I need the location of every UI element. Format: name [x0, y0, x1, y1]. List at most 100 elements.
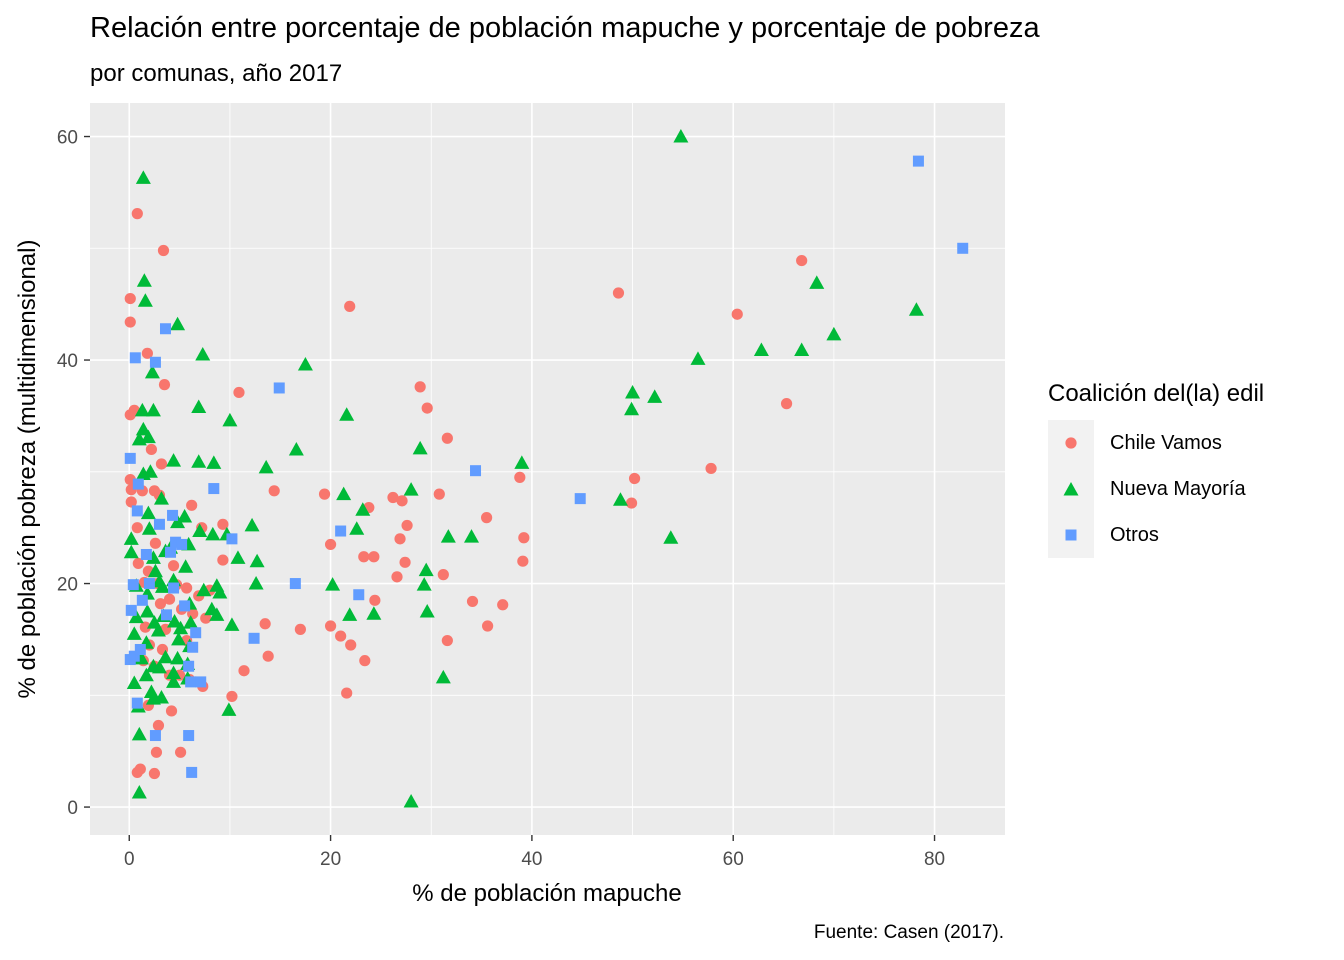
- point-nueva-mayoria: [624, 401, 640, 416]
- point-chile-vamos: [391, 571, 403, 583]
- point-chile-vamos: [174, 746, 187, 758]
- point-otros: [165, 546, 177, 558]
- point-chile-vamos: [358, 551, 370, 563]
- point-chile-vamos: [217, 518, 229, 530]
- point-nueva-mayoria: [135, 466, 151, 481]
- x-tick-label: 80: [924, 849, 945, 870]
- point-nueva-mayoria: [170, 514, 186, 529]
- point-chile-vamos: [421, 402, 433, 414]
- point-otros: [912, 155, 924, 167]
- point-chile-vamos: [154, 598, 167, 610]
- point-otros: [335, 525, 347, 537]
- point-chile-vamos: [131, 766, 143, 779]
- point-nueva-mayoria: [135, 421, 151, 436]
- point-chile-vamos: [497, 599, 509, 611]
- point-nueva-mayoria: [173, 620, 189, 635]
- point-nueva-mayoria: [141, 521, 157, 535]
- point-chile-vamos: [125, 496, 137, 508]
- point-nueva-mayoria: [440, 529, 456, 543]
- point-nueva-mayoria: [195, 346, 211, 361]
- point-otros: [124, 452, 136, 464]
- point-chile-vamos: [514, 471, 526, 483]
- point-nueva-mayoria: [230, 550, 246, 564]
- point-otros: [136, 594, 148, 606]
- point-nueva-mayoria: [249, 553, 265, 568]
- point-chile-vamos: [466, 595, 479, 608]
- point-otros: [185, 676, 197, 688]
- point-nueva-mayoria: [419, 603, 435, 618]
- point-chile-vamos: [612, 287, 625, 299]
- point-nueva-mayoria: [297, 357, 313, 371]
- chart-caption: Fuente: Casen (2017).: [813, 922, 1004, 943]
- point-nueva-mayoria: [145, 691, 161, 705]
- y-tick-label: 40: [57, 351, 78, 372]
- legend-key-square-icon: [1048, 512, 1094, 558]
- legend: Coalición del(la) edil Chile Vamos Nueva…: [1048, 380, 1264, 558]
- point-nueva-mayoria: [514, 455, 530, 469]
- point-nueva-mayoria: [140, 505, 156, 520]
- point-otros: [124, 654, 136, 666]
- point-nueva-mayoria: [131, 785, 147, 799]
- point-chile-vamos: [433, 488, 445, 500]
- point-chile-vamos: [441, 634, 453, 647]
- point-otros: [186, 766, 198, 778]
- point-chile-vamos: [148, 767, 161, 780]
- y-tick-label: 20: [57, 575, 78, 596]
- point-otros: [176, 538, 188, 550]
- point-nueva-mayoria: [134, 402, 150, 417]
- point-otros: [574, 493, 586, 505]
- point-nueva-mayoria: [128, 609, 144, 624]
- point-chile-vamos: [268, 485, 280, 497]
- axis-ticks: [84, 135, 936, 841]
- point-nueva-mayoria: [157, 649, 173, 664]
- point-otros: [168, 582, 180, 594]
- point-otros: [129, 352, 141, 364]
- point-chile-vamos: [396, 495, 408, 507]
- x-tick-label: 40: [521, 849, 542, 870]
- point-chile-vamos: [181, 582, 193, 594]
- legend-key-triangle-icon: [1048, 466, 1094, 512]
- point-chile-vamos: [262, 650, 274, 662]
- point-chile-vamos: [318, 488, 331, 500]
- point-chile-vamos: [705, 462, 717, 475]
- point-nueva-mayoria: [147, 563, 163, 578]
- y-axis-title: % de población pobreza (multidimensional…: [14, 240, 41, 699]
- point-nueva-mayoria: [166, 453, 182, 467]
- point-nueva-mayoria: [170, 650, 186, 665]
- point-otros: [187, 641, 199, 653]
- legend-key-circle-icon: [1048, 420, 1094, 466]
- point-nueva-mayoria: [126, 675, 142, 690]
- point-nueva-mayoria: [178, 559, 194, 573]
- point-chile-vamos: [294, 623, 306, 635]
- point-nueva-mayoria: [418, 562, 434, 577]
- point-nueva-mayoria: [139, 603, 155, 618]
- point-nueva-mayoria: [288, 441, 304, 456]
- point-nueva-mayoria: [753, 342, 769, 356]
- point-chile-vamos: [518, 532, 530, 544]
- x-axis-title: % de población mapuche: [412, 880, 682, 907]
- point-otros: [131, 697, 143, 709]
- point-otros: [127, 579, 139, 591]
- point-nueva-mayoria: [138, 667, 154, 682]
- point-chile-vamos: [344, 300, 356, 312]
- point-nueva-mayoria: [244, 517, 260, 532]
- x-tick-label: 60: [723, 849, 744, 870]
- y-tick-label: 60: [57, 128, 78, 149]
- point-nueva-mayoria: [366, 606, 382, 620]
- point-chile-vamos: [369, 594, 381, 606]
- grid-major: [90, 103, 1005, 835]
- point-nueva-mayoria: [339, 407, 355, 421]
- point-chile-vamos: [401, 519, 413, 532]
- point-nueva-mayoria: [349, 521, 365, 535]
- point-chile-vamos: [345, 639, 357, 651]
- point-chile-vamos: [158, 379, 171, 391]
- chart-title: Relación entre porcentaje de población m…: [90, 12, 1040, 44]
- point-nueva-mayoria: [126, 626, 142, 640]
- point-nueva-mayoria: [153, 491, 169, 505]
- point-nueva-mayoria: [191, 399, 207, 413]
- point-nueva-mayoria: [435, 669, 451, 684]
- point-nueva-mayoria: [123, 544, 139, 559]
- point-nueva-mayoria: [131, 726, 147, 741]
- point-chile-vamos: [780, 398, 793, 410]
